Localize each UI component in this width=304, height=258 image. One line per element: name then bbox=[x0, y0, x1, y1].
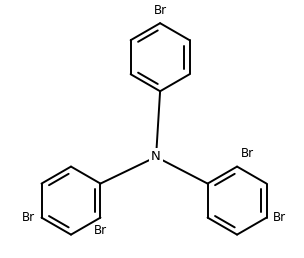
Text: Br: Br bbox=[154, 4, 167, 17]
Text: N: N bbox=[151, 150, 161, 163]
Text: Br: Br bbox=[273, 211, 286, 224]
Text: Br: Br bbox=[22, 211, 35, 224]
Text: Br: Br bbox=[94, 224, 107, 237]
Text: Br: Br bbox=[241, 147, 254, 160]
